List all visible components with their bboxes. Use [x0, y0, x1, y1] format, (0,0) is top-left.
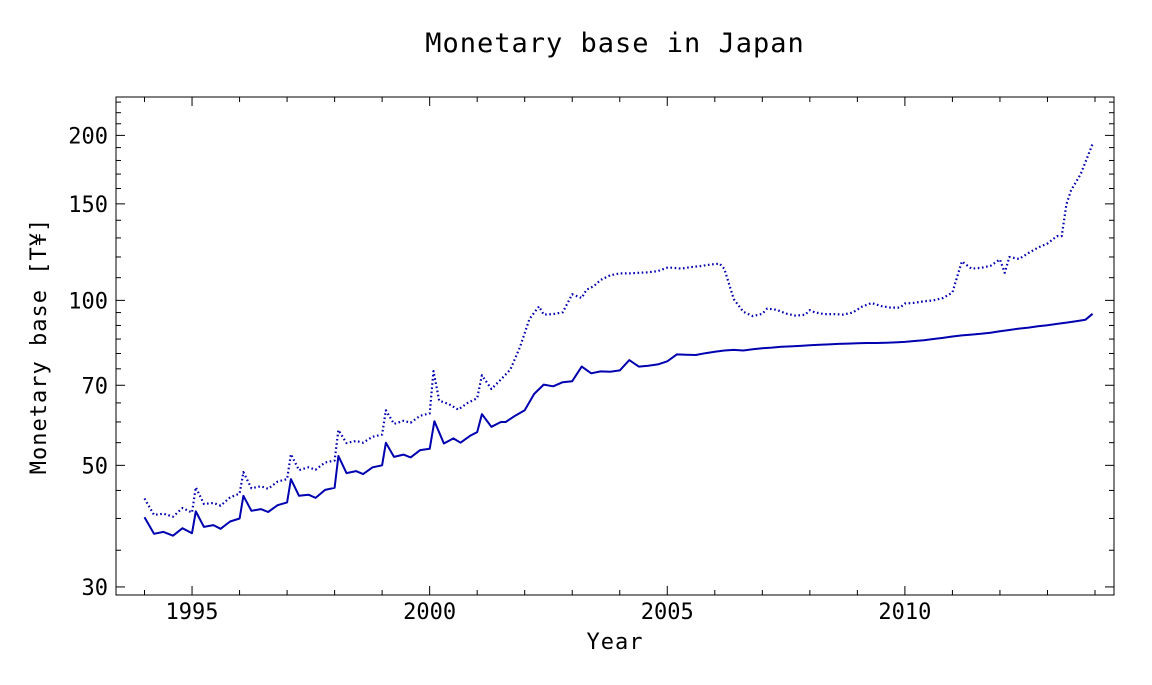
y-tick-label: 70 [82, 374, 109, 399]
x-tick-label: 2010 [878, 600, 931, 625]
chart-title: Monetary base in Japan [425, 28, 805, 59]
tick-marks [116, 97, 1114, 595]
series-line-dotted [143, 143, 1094, 518]
series-line-solid [143, 313, 1094, 537]
x-tick-label: 1995 [166, 600, 219, 625]
plot-frame [115, 96, 1115, 596]
y-tick-label: 200 [68, 124, 108, 149]
x-tick-label: 2000 [403, 600, 456, 625]
x-axis-label: Year [587, 630, 644, 655]
y-tick-label: 30 [82, 576, 109, 601]
y-tick-label: 50 [82, 454, 109, 479]
tick-labels: 1995 2000 2005 2010 30 50 70 100 150 200 [68, 124, 931, 625]
y-tick-label: 150 [68, 193, 108, 218]
series-layer [143, 143, 1094, 537]
y-axis-label: Monetary base [T¥] [27, 218, 52, 474]
x-tick-label: 2005 [641, 600, 694, 625]
y-tick-label: 100 [68, 289, 108, 314]
